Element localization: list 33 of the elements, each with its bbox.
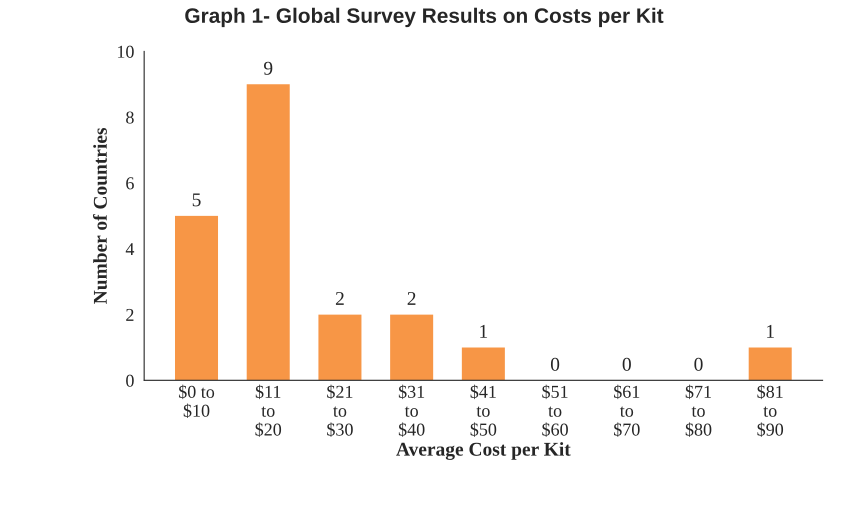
x-tick-label: $61 to $70: [614, 384, 640, 437]
data-label: 2: [408, 292, 416, 305]
y-tick-label: 4: [126, 243, 134, 256]
x-tick-label: $31 to $40: [398, 384, 424, 437]
data-label: 0: [622, 358, 631, 371]
x-axis-title: Average Cost per Kit: [396, 442, 571, 460]
x-tick-label: $71 to $80: [686, 384, 712, 437]
bar: [246, 84, 290, 380]
y-tick-label: 0: [126, 374, 134, 387]
data-label: 2: [336, 292, 344, 305]
data-label: 5: [192, 193, 201, 206]
y-tick-label: 8: [126, 111, 134, 124]
y-tick-label: 6: [126, 177, 134, 190]
y-axis-title: Number of Countries: [92, 128, 107, 304]
bar: [174, 216, 218, 380]
x-tick-label: $81 to $90: [757, 384, 784, 437]
bar: [390, 314, 434, 380]
y-tick-label: 10: [118, 46, 134, 58]
chart-title: Graph 1- Global Survey Results on Costs per Kit: [185, 8, 664, 28]
data-label: 9: [264, 62, 272, 75]
data-label: 0: [550, 358, 560, 371]
bar: [748, 347, 792, 380]
bar: [462, 347, 505, 380]
x-tick-label: $51 to $60: [542, 384, 568, 437]
y-tick-label: 2: [126, 308, 134, 321]
data-label: 1: [480, 324, 488, 338]
data-label: 0: [694, 358, 703, 371]
x-tick-label: $41 to $50: [470, 384, 496, 437]
data-label: 1: [767, 324, 774, 338]
bar: [318, 314, 362, 380]
x-tick-label: $21 to $30: [327, 384, 353, 437]
x-tick-label: $0 to $10: [178, 384, 214, 418]
x-tick-label: $11 to $20: [255, 384, 282, 437]
